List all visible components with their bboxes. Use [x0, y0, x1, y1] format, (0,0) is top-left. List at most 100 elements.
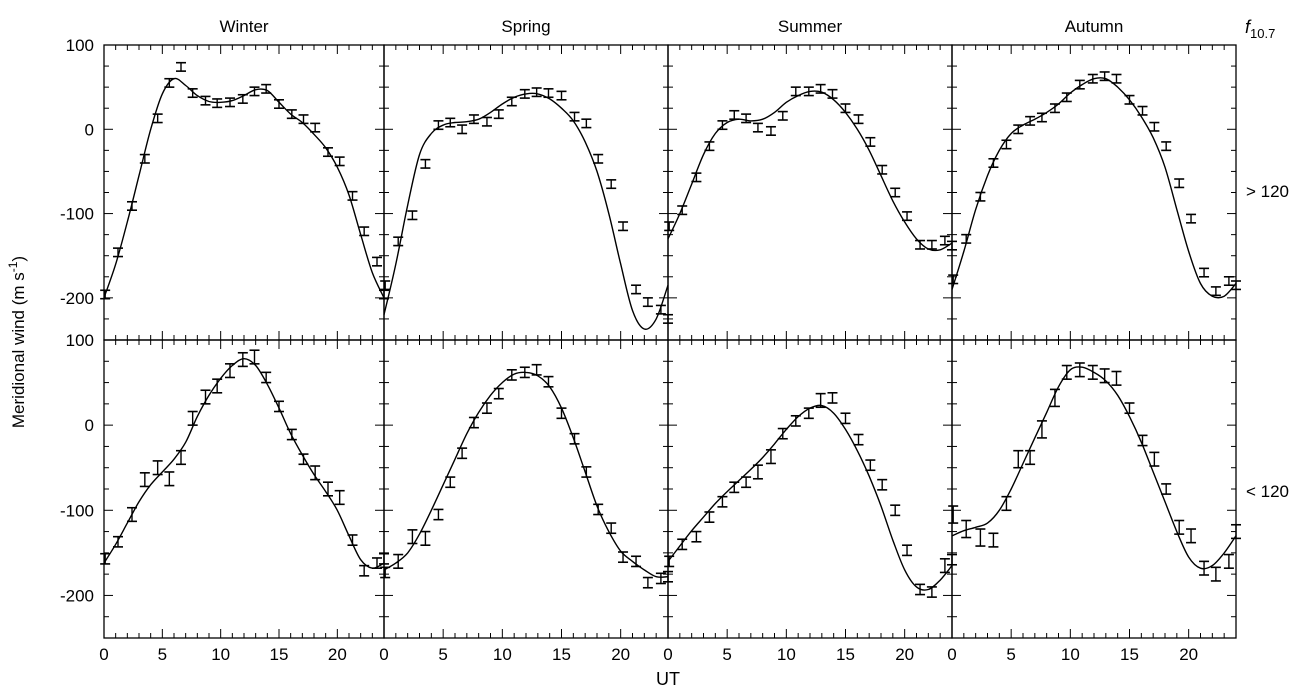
panel-winter-high-flux [100, 44, 389, 341]
fit-curve [951, 366, 1237, 570]
error-bar [1223, 553, 1234, 569]
error-bar [1137, 105, 1148, 116]
x-tick-label: 5 [438, 645, 447, 664]
x-tick-label: 5 [722, 645, 731, 664]
error-bar [803, 407, 814, 420]
error-bar [1111, 73, 1122, 84]
fit-curve [103, 358, 385, 569]
error-bar [261, 83, 272, 94]
error-bar [827, 391, 838, 404]
error-bar [606, 522, 617, 535]
x-tick-label: 20 [611, 645, 630, 664]
error-bar [606, 179, 617, 190]
error-bar [642, 576, 653, 589]
error-bar [139, 472, 150, 488]
y-tick-label: -100 [60, 501, 94, 520]
error-bar [1199, 267, 1210, 278]
x-axis-label: UT [656, 669, 680, 689]
error-bar [1074, 362, 1085, 378]
panel-frame [383, 339, 669, 639]
x-tick-label: 10 [777, 645, 796, 664]
error-bar [1174, 519, 1185, 535]
error-bar [274, 400, 284, 413]
error-bar [380, 280, 391, 291]
error-bar [420, 158, 431, 169]
error-bar [877, 164, 888, 175]
error-bar [765, 449, 776, 465]
f107-header: f10.7 [1245, 17, 1275, 41]
error-bar [152, 113, 163, 124]
error-bar [1186, 213, 1197, 224]
x-tick-label: 0 [99, 645, 108, 664]
error-bar [556, 90, 567, 101]
y-tick-label: 100 [66, 331, 94, 350]
x-tick-label: 10 [493, 645, 512, 664]
x-tick-label: 15 [270, 645, 289, 664]
fit-curve [667, 404, 953, 591]
x-tick-label: 15 [552, 645, 571, 664]
x-tick-label: 10 [211, 645, 230, 664]
error-bar [765, 125, 776, 136]
y-tick-label: -100 [60, 205, 94, 224]
x-tick-label: 5 [158, 645, 167, 664]
x-tick-label: 15 [836, 645, 855, 664]
error-bar [212, 378, 223, 394]
error-bar [655, 572, 666, 585]
error-bar [717, 495, 728, 508]
x-tick-label: 20 [1179, 645, 1198, 664]
x-tick-label: 0 [947, 645, 956, 664]
error-bar [481, 116, 492, 127]
x-tick-label: 20 [328, 645, 347, 664]
error-bar [407, 210, 418, 221]
error-bar [1049, 103, 1060, 114]
error-bar [1161, 483, 1172, 495]
error-bar [1025, 449, 1036, 466]
f107-row-label: > 120 [1246, 182, 1289, 201]
error-bar [372, 256, 382, 267]
x-tick-label: 10 [1061, 645, 1080, 664]
error-bar [865, 459, 876, 472]
season-title: Spring [501, 17, 550, 36]
error-bar [1186, 528, 1197, 544]
y-tick-label: 0 [85, 416, 94, 435]
error-bar [1223, 275, 1234, 287]
error-bar [457, 447, 468, 460]
error-bar [704, 511, 715, 524]
error-bar [187, 88, 198, 99]
error-bar [939, 558, 950, 574]
error-bar [741, 113, 752, 124]
error-bar [593, 153, 604, 164]
panel-frame [103, 339, 385, 639]
panel-frame [667, 44, 953, 341]
error-bar [988, 532, 999, 548]
error-bar [249, 86, 260, 97]
error-bar [1149, 121, 1160, 132]
error-bar [948, 505, 959, 524]
error-bar [310, 465, 321, 481]
fit-curve [383, 92, 669, 330]
error-bar [741, 476, 752, 489]
season-title: Winter [219, 17, 268, 36]
error-bar [729, 109, 740, 120]
error-bar [1124, 402, 1135, 415]
error-bar [691, 530, 702, 543]
error-bar [407, 529, 418, 545]
error-bar [493, 109, 504, 120]
y-tick-label: -200 [60, 289, 94, 308]
season-title: Autumn [1065, 17, 1124, 36]
error-bar [1210, 286, 1221, 297]
error-bar [212, 98, 223, 109]
y-tick-label: 0 [85, 120, 94, 139]
error-bar [1013, 124, 1024, 135]
panel-frame [951, 44, 1237, 341]
error-bar [237, 351, 248, 368]
error-bar [274, 98, 284, 110]
error-bar [468, 114, 479, 125]
panel-autumn-high-flux [948, 44, 1241, 341]
error-bar [176, 61, 186, 72]
error-bar [777, 110, 788, 121]
error-bar [926, 586, 937, 598]
error-bar [1149, 451, 1160, 467]
error-bar [286, 109, 297, 120]
error-bar [926, 239, 937, 250]
